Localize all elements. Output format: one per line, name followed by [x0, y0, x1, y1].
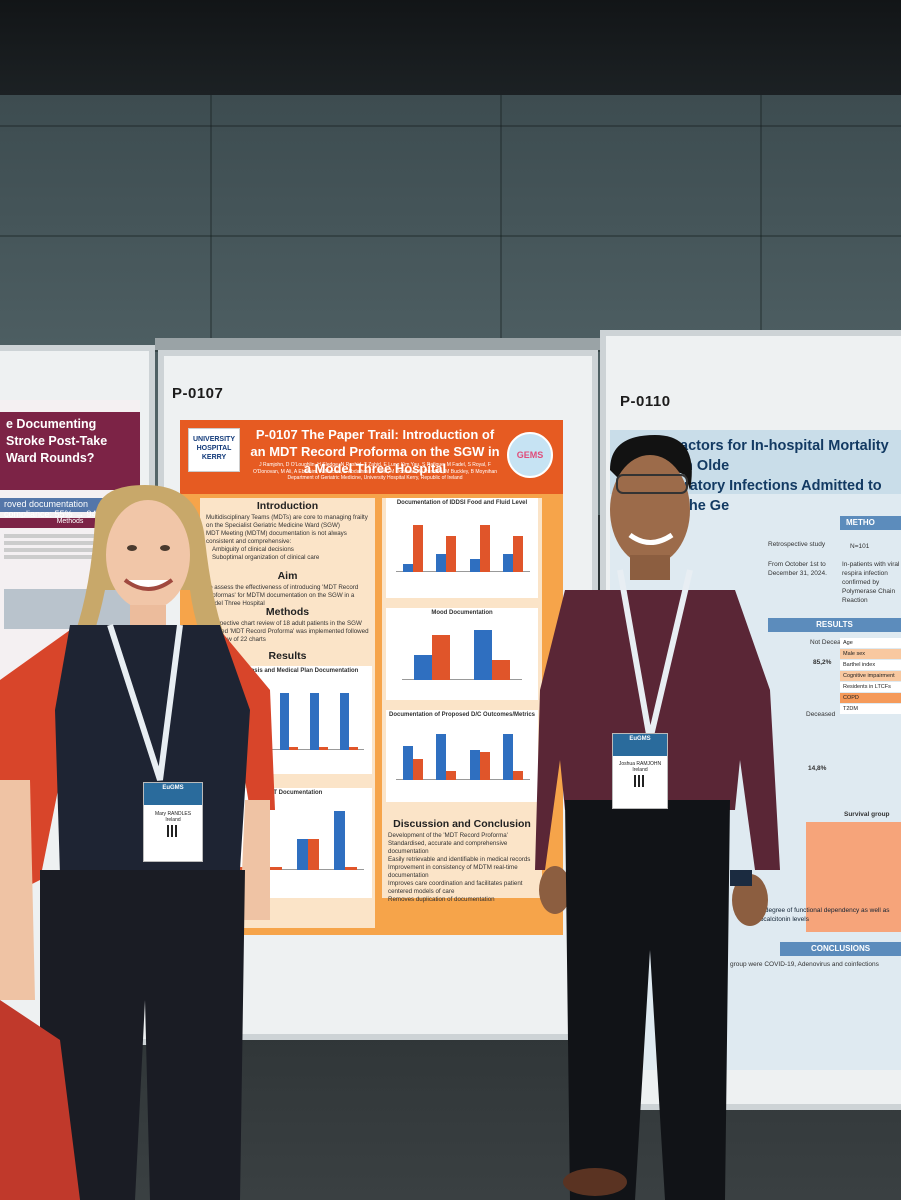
right-n: N=101	[850, 543, 870, 550]
factor-row: Residents in LTCFs	[840, 682, 901, 692]
chart-axis	[396, 779, 530, 780]
left-poster-photo	[4, 589, 134, 629]
chart-bar	[310, 693, 319, 750]
chart-bar	[345, 866, 357, 870]
gems-logo: GEMS	[507, 432, 553, 478]
chart-dc-title: Documentation of Proposed D/C Outcomes/M…	[388, 712, 536, 718]
survival-table	[806, 822, 901, 932]
right-pct-dead: 14,8%	[808, 765, 827, 772]
chart-bar	[446, 770, 457, 780]
right-pct-alive: 85,2%	[813, 659, 832, 666]
right-name-badge: EuGMS Joshua RAMJOHN Ireland	[612, 733, 668, 809]
chart-bar	[469, 559, 480, 572]
methods-text: etrospective chart review of 18 adult pa…	[206, 620, 369, 643]
left-poster-section: Methods	[0, 518, 140, 528]
chart-mood: Mood Documentation	[386, 608, 538, 700]
chart-bar	[280, 693, 289, 750]
chart-bar	[307, 839, 319, 870]
chart-axis	[402, 679, 522, 680]
qr-code-icon	[634, 775, 646, 787]
chart-bar	[412, 525, 423, 572]
chart-axis	[214, 869, 364, 870]
chart-bar	[436, 734, 447, 780]
right-footer-text: group were COVID-19, Adenovirus and coin…	[730, 961, 879, 968]
right-not-deceased: Not Deceased	[810, 639, 852, 646]
aim-title: Aim	[277, 570, 298, 582]
chart-bar	[513, 770, 524, 780]
chart-bar	[474, 630, 492, 680]
chart-iddsi-title: Documentation of IDDSI Food and Fluid Le…	[396, 500, 528, 506]
factor-row: Cognitive impairment	[840, 671, 901, 681]
chart-date-plan-title: Date, Diagnosis and Medical Plan Documen…	[217, 668, 359, 674]
right-conclusions-band: CONCLUSIONS	[780, 942, 901, 956]
right-survival-label: Survival group	[844, 811, 890, 818]
factor-row: COPD	[840, 693, 901, 703]
right-period: From October 1st to December 31, 2024.	[768, 561, 827, 577]
chart-bar	[503, 553, 514, 572]
chart-mood-title: Mood Documentation	[431, 610, 493, 616]
chart-bar	[270, 866, 282, 870]
methods-title: Methods	[265, 606, 310, 618]
center-poster-title: P-0107 The Paper Trail: Introduction of …	[250, 427, 500, 476]
chart-bar	[334, 811, 346, 870]
center-poster-authors: J Ramjohn, D O'Loughlin, H Sledge, N Ras…	[252, 462, 498, 481]
chart-bar	[296, 839, 308, 870]
chart-bar	[349, 747, 358, 750]
center-poster-right-column: Documentation of IDDSI Food and Fluid Le…	[382, 498, 542, 903]
center-board-id: P-0107	[172, 385, 224, 402]
discussion-text: Development of the 'MDT Record Proforma'…	[388, 832, 531, 903]
right-board-id: P-0110	[620, 393, 671, 410]
chart-bar	[289, 747, 298, 750]
chart-bar	[414, 655, 432, 680]
left-badge-country: Ireland	[165, 817, 181, 823]
center-poster-header: UNIVERSITY HOSPITAL KERRY P-0107 The Pap…	[180, 420, 563, 494]
chart-bar	[319, 747, 328, 750]
factor-row: T2DM	[840, 704, 901, 714]
chart-dc: Documentation of Proposed D/C Outcomes/M…	[386, 710, 538, 802]
factor-row: Male sex	[840, 649, 901, 659]
right-badge-country: Ireland	[632, 767, 648, 773]
left-poster-body	[4, 534, 134, 629]
aim-text: To assess the effectiveness of introduci…	[206, 584, 359, 607]
chart-bar	[446, 535, 457, 572]
chart-bar	[340, 693, 349, 750]
left-name-badge: EuGMS Mary RANDLES Ireland	[143, 782, 203, 862]
chart-bar	[513, 535, 524, 572]
results-title: Results	[268, 650, 307, 662]
left-poster-title: e Documenting Stroke Post-Take Ward Roun…	[0, 412, 140, 490]
right-results-band: RESULTS	[768, 618, 901, 632]
right-deceased: Deceased	[806, 711, 836, 718]
discussion-title: Discussion and Conclusion	[393, 818, 531, 830]
chart-bar	[469, 750, 480, 780]
factor-row: Barthel index	[840, 660, 901, 670]
factor-row: Age	[840, 638, 901, 648]
chart-iddsi: Documentation of IDDSI Food and Fluid Le…	[386, 498, 538, 598]
chart-bar	[479, 525, 490, 572]
chart-bar	[436, 553, 447, 572]
qr-code-icon	[167, 825, 179, 837]
badge-header: EuGMS	[144, 783, 202, 805]
chart-bar	[402, 564, 413, 572]
right-badge-name: Joshua RAMJOHN	[618, 761, 662, 767]
badge-header: EuGMS	[613, 734, 667, 756]
chart-bar	[479, 752, 490, 780]
chart-axis	[396, 571, 530, 572]
chart-bar	[402, 745, 413, 780]
chart-mdt-title: ual MDT Documentation	[253, 790, 323, 796]
intro-text: Multidisciplinary Teams (MDTs) are core …	[206, 514, 368, 561]
chart-bar	[412, 759, 423, 780]
right-methods-band: METHO	[840, 516, 901, 530]
right-study: Retrospective study	[768, 541, 826, 548]
center-board-frame	[155, 338, 600, 350]
chart-bar	[432, 635, 450, 680]
left-badge-name: Mary RANDLES	[154, 811, 192, 817]
right-conclusion-text: higher degree of functional dependency a…	[745, 907, 890, 923]
intro-title: Introduction	[256, 500, 319, 512]
right-inclusion: In-patients with viral respira infection…	[842, 561, 900, 604]
chart-bar	[503, 734, 514, 780]
hospital-logo: UNIVERSITY HOSPITAL KERRY	[188, 428, 240, 472]
chart-bar	[492, 660, 510, 680]
